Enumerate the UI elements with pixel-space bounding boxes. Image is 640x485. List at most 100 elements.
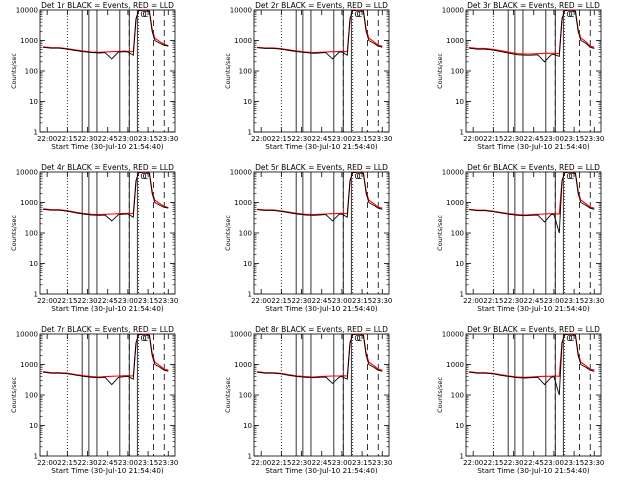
plot-frame <box>39 171 176 295</box>
x-tick-label: 22:30 <box>291 135 311 143</box>
y-tick-label: 1 <box>34 129 38 137</box>
y-tick-label: 1 <box>248 291 252 299</box>
event-marker-label: O <box>566 334 572 343</box>
x-axis-label: Start Time (30-Jul-10 21:54:40) <box>51 142 164 151</box>
y-axis-label: Counts/sec <box>224 215 232 251</box>
event-marker-label: O <box>140 334 146 343</box>
x-tick-label: 23:00 <box>544 135 564 143</box>
event-marker-label: C <box>357 172 363 181</box>
x-tick-label: 22:15 <box>271 459 291 467</box>
x-tick-label: 23:00 <box>544 297 564 305</box>
y-tick-label: 10 <box>455 422 464 430</box>
panel-title: Det 8r BLACK = Events, RED = LLD <box>255 325 388 334</box>
x-tick-label: 22:45 <box>524 297 544 305</box>
event-marker-label: C <box>143 172 149 181</box>
x-tick-label: 23:15 <box>564 459 584 467</box>
event-marker-label: O <box>354 334 360 343</box>
x-tick-label: 23:00 <box>332 297 352 305</box>
series-lld-line <box>43 9 169 53</box>
x-tick-label: 22:30 <box>503 459 523 467</box>
series-lld-line <box>469 9 595 55</box>
x-tick-label: 23:00 <box>332 135 352 143</box>
y-tick-label: 1 <box>34 453 38 461</box>
y-tick-label: 10000 <box>16 331 38 339</box>
plot-frame <box>39 9 176 133</box>
y-tick-label: 10000 <box>230 331 252 339</box>
panel-title: Det 5r BLACK = Events, RED = LLD <box>255 163 388 172</box>
x-tick-label: 22:00 <box>463 135 483 143</box>
y-tick-label: 1000 <box>234 361 252 369</box>
x-tick-label: 22:30 <box>291 459 311 467</box>
panel-title: Det 9r BLACK = Events, RED = LLD <box>467 325 600 334</box>
y-tick-label: 10000 <box>230 7 252 15</box>
x-tick-label: 23:00 <box>118 135 138 143</box>
x-tick-label: 22:45 <box>524 135 544 143</box>
y-tick-label: 100 <box>239 230 252 238</box>
y-tick-label: 100 <box>451 230 464 238</box>
y-tick-label: 1 <box>248 453 252 461</box>
x-tick-label: 22:15 <box>57 459 77 467</box>
x-tick-label: 23:15 <box>138 459 158 467</box>
plot-frame <box>465 171 602 295</box>
event-marker-label: C <box>569 172 575 181</box>
y-tick-label: 1 <box>460 453 464 461</box>
y-tick-label: 10 <box>29 260 38 268</box>
x-tick-label: 22:30 <box>77 135 97 143</box>
plot-frame <box>253 333 390 457</box>
x-tick-label: 22:30 <box>503 297 523 305</box>
x-tick-label: 22:00 <box>251 135 271 143</box>
y-tick-label: 10000 <box>16 7 38 15</box>
y-axis-label: Counts/sec <box>10 377 18 413</box>
x-tick-label: 22:45 <box>312 297 332 305</box>
x-tick-label: 22:45 <box>312 135 332 143</box>
series-lld-line <box>257 9 383 54</box>
y-tick-label: 10 <box>455 260 464 268</box>
x-tick-label: 23:00 <box>544 459 564 467</box>
y-tick-label: 1 <box>34 291 38 299</box>
event-marker-label: O <box>566 10 572 19</box>
series-lld-line <box>257 333 383 378</box>
x-tick-label: 22:00 <box>463 297 483 305</box>
y-tick-label: 1 <box>460 291 464 299</box>
plot-frame <box>253 171 390 295</box>
x-tick-label: 23:15 <box>352 459 372 467</box>
x-tick-label: 22:15 <box>271 135 291 143</box>
y-tick-label: 100 <box>25 68 38 76</box>
event-marker-label: O <box>140 10 146 19</box>
event-marker-label: O <box>566 172 572 181</box>
plot-frame <box>465 333 602 457</box>
y-tick-label: 10 <box>243 98 252 106</box>
x-tick-label: 22:45 <box>524 459 544 467</box>
panel-title: Det 2r BLACK = Events, RED = LLD <box>255 1 388 10</box>
series-lld-line <box>469 333 595 378</box>
x-tick-label: 23:30 <box>372 135 392 143</box>
x-axis-label: Start Time (30-Jul-10 21:54:40) <box>477 142 590 151</box>
y-tick-label: 100 <box>451 68 464 76</box>
series-events-line <box>43 171 169 222</box>
y-tick-label: 1 <box>460 129 464 137</box>
x-tick-label: 23:15 <box>564 135 584 143</box>
series-events-line <box>469 333 595 396</box>
y-tick-label: 1000 <box>234 37 252 45</box>
x-tick-label: 22:00 <box>37 135 57 143</box>
y-tick-label: 100 <box>239 392 252 400</box>
y-axis-label: Counts/sec <box>224 377 232 413</box>
x-tick-label: 23:30 <box>372 459 392 467</box>
x-tick-label: 22:00 <box>37 297 57 305</box>
x-tick-label: 22:15 <box>57 135 77 143</box>
plot-frame <box>39 333 176 457</box>
x-axis-label: Start Time (30-Jul-10 21:54:40) <box>265 304 378 313</box>
y-tick-label: 10 <box>29 98 38 106</box>
y-axis-label: Counts/sec <box>10 215 18 251</box>
y-tick-label: 1000 <box>20 361 38 369</box>
series-lld-line <box>257 171 383 216</box>
event-marker-label: C <box>143 334 149 343</box>
event-marker-label: O <box>354 10 360 19</box>
y-tick-label: 10 <box>29 422 38 430</box>
y-axis-label: Counts/sec <box>224 53 232 89</box>
